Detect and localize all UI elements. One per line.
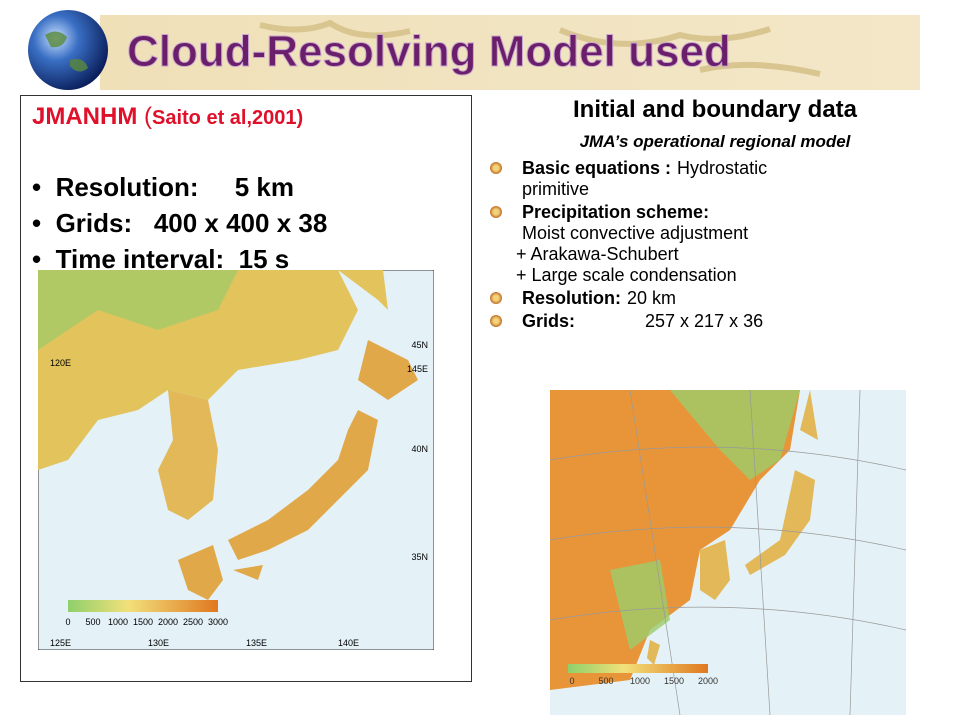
land [38, 270, 358, 470]
bar-texture [259, 19, 821, 77]
bullet-value: 5 km [234, 172, 294, 202]
land [700, 540, 730, 600]
land [158, 390, 218, 520]
title-bar [100, 15, 920, 90]
colorbar-label: 1000 [630, 676, 650, 686]
item-list: Basic equations : Hydrostatic primitive Pre… [486, 158, 946, 334]
colorbar-label: 0 [65, 617, 70, 627]
colorbar-label: 3000 [208, 617, 228, 627]
bullet-label: Resolution: [55, 172, 199, 202]
item: Resolution: 20 km [486, 288, 946, 309]
land [647, 640, 660, 665]
bullet-icon [490, 206, 502, 218]
graticule [550, 390, 906, 715]
bullet-icon [490, 315, 502, 327]
colorbar-label: 500 [85, 617, 100, 627]
lon-label: 145E [407, 364, 428, 374]
land [610, 390, 800, 650]
globe-land [45, 31, 88, 72]
title: Cloud-Resolving Model used [127, 27, 731, 76]
land [338, 270, 388, 310]
land [38, 270, 238, 350]
left-map: 45N 40N 35N 120E 145E 125E 130E 135E 140E 0 500 100… [38, 270, 434, 650]
citation-text: Saito et al,2001) [152, 107, 304, 129]
citation: Saito et al,2001) [152, 107, 452, 129]
item-line: + Arakawa-Schubert [516, 244, 679, 264]
right-heading: Initial and boundary data [572, 96, 858, 123]
colorbar-label: 2500 [183, 617, 203, 627]
lon-label: 140E [338, 638, 359, 648]
item-label: Resolution: [522, 288, 621, 308]
bullet-label: Time interval: [55, 244, 225, 274]
item-label: Precipitation scheme: [522, 202, 710, 222]
colorbar-label: 2000 [698, 676, 718, 686]
colorbar-label: 2000 [158, 617, 178, 627]
right-subheading: JMA’s operational regional model [579, 132, 851, 151]
item: Precipitation scheme: Moist convective ad… [486, 202, 946, 286]
land [178, 340, 418, 600]
colorbar-label: 1000 [108, 617, 128, 627]
bullet-label: Grids: [55, 208, 133, 238]
colorbar-label: 1500 [133, 617, 153, 627]
item: Basic equations : Hydrostatic primitive [486, 158, 946, 200]
bullet: • Time interval: 15 s [32, 244, 290, 274]
item-line: Moist convective adjustment [522, 223, 749, 243]
item-line: Hydrostatic [677, 158, 768, 178]
bullet-value: 15 s [238, 244, 290, 274]
lat-label: 40N [411, 444, 428, 454]
right-map: 0 500 1000 1500 2000 [550, 390, 906, 715]
bullet-value: 400 x 400 x 38 [153, 208, 328, 238]
lat-label: 35N [411, 552, 428, 562]
item-line: primitive [522, 179, 590, 199]
lon-label: 120E [50, 358, 71, 368]
colorbar-label: 500 [598, 676, 613, 686]
bullet: • Grids: 400 x 400 x 38 [32, 208, 328, 238]
item-line: 20 km [627, 288, 677, 308]
colorbar [68, 600, 218, 612]
left-panel [20, 95, 472, 682]
bullet-icon [490, 162, 502, 174]
bullet: • Resolution: 5 km [32, 172, 294, 202]
item-line: 257 x 217 x 36 [645, 311, 764, 331]
left-heading: JMANHM (Saito et al,2001) [32, 102, 452, 133]
item-line: + Large scale condensation [516, 265, 737, 285]
globe [28, 10, 108, 90]
lon-label: 125E [50, 638, 71, 648]
item: Grids: 257 x 217 x 36 [486, 311, 946, 332]
colorbar-label: 1500 [664, 676, 684, 686]
lat-label: 45N [411, 340, 428, 350]
lon-label: 135E [246, 638, 267, 648]
lon-label: 130E [148, 638, 169, 648]
land [745, 390, 818, 575]
bullet-icon [490, 292, 502, 304]
item-label: Basic equations : [522, 158, 672, 178]
colorbar-label: 0 [569, 676, 574, 686]
colorbar [568, 664, 708, 673]
item-label: Grids: [522, 311, 576, 331]
header-graphics: Cloud-Resolving Model used [28, 10, 920, 90]
model-name: JMANHM [32, 103, 138, 130]
paren: ( [144, 103, 152, 130]
